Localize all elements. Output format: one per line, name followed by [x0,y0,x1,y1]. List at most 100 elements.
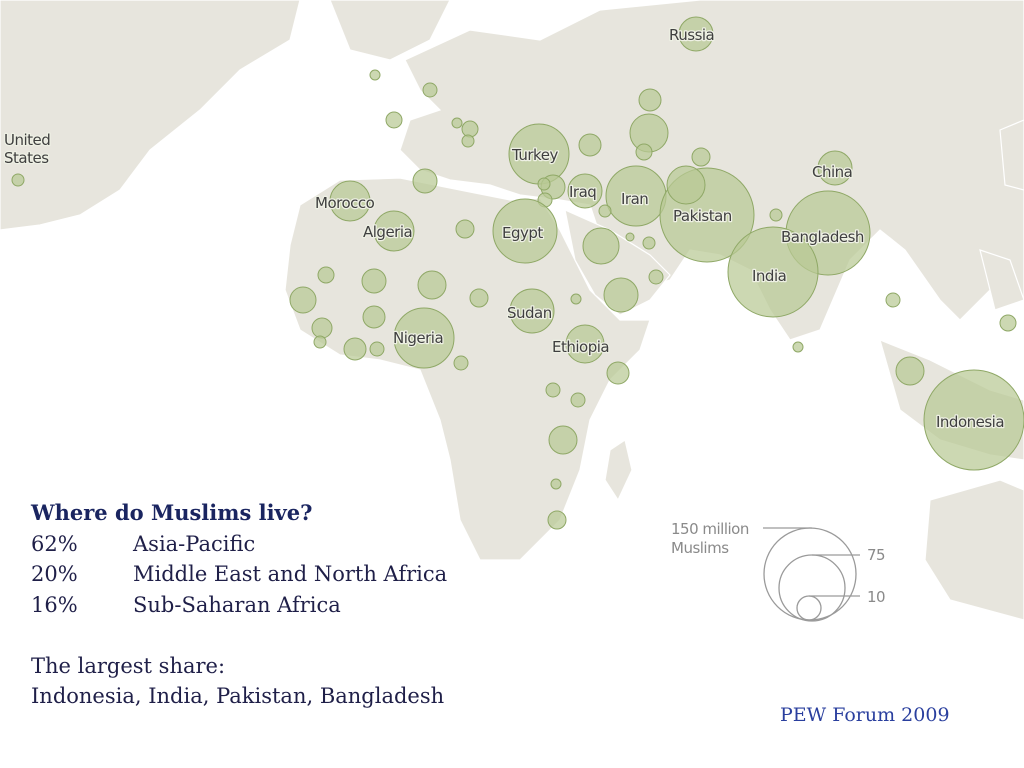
label-bangladesh: Bangladesh [781,228,864,246]
bubble-ethiopia [565,324,605,364]
bubble-eritrea [570,293,582,305]
bubble-layer [11,16,1024,530]
bubble-iraq [567,173,603,209]
share-region: Middle East and North Africa [133,562,448,586]
size-legend: 150 million Muslims 75 10 [671,520,886,622]
label-layer: Russia United States Turkey China Morocc… [3,25,1006,433]
label-iraq: Iraq [569,183,596,201]
bubble-philippines [999,314,1017,332]
bubble-sierra-leone [313,335,327,349]
bubble-usa [11,173,25,187]
legend-title-line2: Muslims [671,539,729,557]
bubble-russia [678,16,714,52]
bubble-uganda [545,382,561,398]
bubble-malaysia [895,356,925,386]
label-united-states-line1: United [4,131,50,149]
bubble-sudan [509,288,555,334]
share-row: 62% Asia-Pacific [31,529,651,560]
bubble-tunisia [412,168,438,194]
share-region: Sub-Saharan Africa [133,592,341,617]
label-sudan: Sudan [507,304,552,322]
label-indonesia: Indonesia [936,413,1004,431]
bubble-niger [417,270,447,300]
bubble-ghana [369,341,385,357]
bubble-morocco [329,180,371,222]
bubble-guinea [311,317,333,339]
source-credit: PEW Forum 2009 [780,704,950,726]
bubble-kuwait [598,204,612,218]
bubble-bosnia [461,120,479,138]
bubble-qatar [625,232,635,242]
land-north-america [0,0,301,231]
bubble-mozambique [547,510,567,530]
bubble-germany [422,82,438,98]
bubble-uae [642,236,656,250]
label-russia: Russia [669,26,714,44]
legend-title-line1: 150 million [671,520,749,538]
summary-text: Where do Muslims live? 62% Asia-Pacific … [31,498,651,712]
label-turkey: Turkey [511,146,558,164]
bubble-saudi-arabia [582,227,620,265]
bubble-burkina-faso [362,305,386,329]
land-japan [999,119,1024,191]
bubble-kenya [570,392,586,408]
share-region: Asia-Pacific [133,531,256,556]
bubble-oman [648,269,664,285]
bubble-uk [369,69,381,81]
bubble-srilanka [792,341,804,353]
land-australia [924,479,1024,621]
bubble-somalia [606,361,630,385]
bubble-egypt [492,198,558,264]
share-row: 20% Middle East and North Africa [31,559,651,590]
land-madagascar [604,439,633,502]
bubble-france [385,111,403,129]
bubble-malawi [550,478,562,490]
bubble-tajikistan [691,147,711,167]
bubble-mauritania [317,266,335,284]
bubble-algeria [373,210,415,252]
bubble-turkmenistan [635,143,653,161]
land-philippines [979,249,1024,311]
label-nigeria: Nigeria [393,329,443,347]
share-row: 16% Sub-Saharan Africa [31,590,651,621]
share-percent: 20% [31,562,78,586]
legend-circle-75 [778,554,846,622]
label-iran: Iran [621,190,648,208]
bubble-azerbaijan [578,133,602,157]
bubble-nigeria [393,307,455,369]
bubble-cameroon [453,355,469,371]
legend-label-10: 10 [867,588,885,606]
bubble-chad [469,288,489,308]
bubble-myanmar [885,292,901,308]
label-egypt: Egypt [502,224,543,242]
bubble-albania [461,134,475,148]
bubble-yemen [603,277,639,313]
bubble-nepal [769,208,783,222]
bubble-libya [455,219,475,239]
summary-heading: Where do Muslims live? [31,500,313,525]
bubble-senegal [289,286,317,314]
share-percent: 62% [31,531,78,556]
legend-label-75: 75 [867,546,885,564]
label-india: India [752,267,786,285]
legend-circle-10 [796,595,822,621]
bubble-indonesia [923,369,1024,471]
label-ethiopia: Ethiopia [552,338,609,356]
largest-share-list: Indonesia, India, Pakistan, Bangladesh [31,684,445,708]
label-china: China [812,163,852,181]
label-morocco: Morocco [315,194,375,212]
label-algeria: Algeria [363,223,412,241]
label-pakistan: Pakistan [673,207,732,225]
bubble-afghanistan [666,165,706,205]
bubble-tanzania [548,425,578,455]
share-percent: 16% [31,592,78,617]
bubble-mali [361,268,387,294]
label-united-states-line2: States [4,149,49,167]
bubble-kazakhstan [638,88,662,112]
bubble-ivory-coast [343,337,367,361]
largest-share-heading: The largest share: [31,653,226,678]
bubble-india [727,226,819,318]
spacer [31,620,651,651]
bubble-china [817,150,853,186]
